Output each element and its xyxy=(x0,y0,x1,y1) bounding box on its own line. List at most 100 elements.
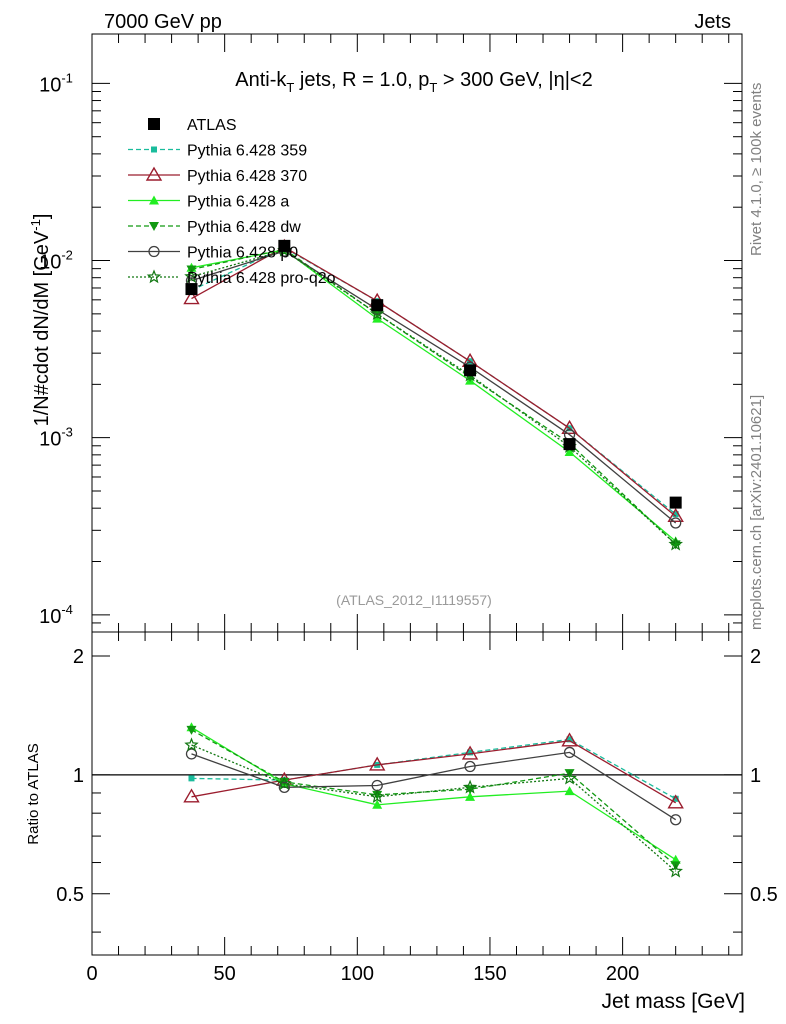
data-point-open-star xyxy=(277,776,292,790)
series-line xyxy=(191,744,677,872)
data-point-open-triangle xyxy=(461,745,479,760)
main-ytick-label: 10-1 xyxy=(39,70,73,96)
legend-label: Pythia 6.428 dw xyxy=(187,219,301,236)
data-point-open-circle xyxy=(148,245,160,258)
legend-item: Pythia 6.428 a xyxy=(128,194,289,211)
series-pythia-6-428-dw xyxy=(186,725,681,871)
series-line xyxy=(191,738,677,800)
data-point-square xyxy=(669,496,682,509)
data-point-square xyxy=(371,299,384,312)
rivet-version-label: Rivet 4.1.0, ≥ 100k events xyxy=(748,82,765,256)
data-point-triangle xyxy=(564,447,575,457)
series-line xyxy=(191,249,677,542)
data-point-square xyxy=(464,364,477,377)
series-pythia-6-428-a xyxy=(186,244,681,546)
title-sub-b: T xyxy=(429,80,437,95)
data-point-open-star xyxy=(462,779,478,794)
title-part-a: Anti-k xyxy=(235,69,287,91)
data-point-open-triangle xyxy=(667,507,684,522)
series-pythia-6-428-a xyxy=(186,722,681,864)
data-point-open-star xyxy=(146,269,162,284)
data-point-open-triangle xyxy=(561,419,578,434)
data-point-open-star xyxy=(562,770,577,785)
data-point-triangle xyxy=(149,195,159,205)
series-pythia-6-428-dw xyxy=(186,245,681,550)
series-line xyxy=(191,247,677,515)
data-point-triangle-down xyxy=(372,790,383,800)
title-part-c: > 300 GeV, |η|<2 xyxy=(437,69,592,91)
data-point-open-triangle xyxy=(183,290,200,305)
ytick-exponent: -3 xyxy=(61,425,73,440)
legend-label: Pythia 6.428 p0 xyxy=(187,245,298,262)
main-ylabel: 1/N#cdot dN/dM [GeV-1] xyxy=(28,214,53,427)
data-point-triangle xyxy=(564,786,575,796)
ytick-exponent: -2 xyxy=(61,248,73,263)
ratio-frame-box xyxy=(91,631,743,956)
data-point-open-star xyxy=(184,269,199,283)
ytick-exponent: -1 xyxy=(61,70,73,85)
legend-label: Pythia 6.428 a xyxy=(187,194,289,211)
data-point-small-square xyxy=(672,511,679,518)
series-pythia-6-428-pro-q2o xyxy=(184,737,683,878)
data-point-small-square xyxy=(566,736,573,743)
data-point-small-square xyxy=(467,749,474,756)
data-point-open-circle xyxy=(185,748,198,760)
ratio-ytick-label-right: 1 xyxy=(750,765,761,787)
data-point-small-square xyxy=(151,146,157,153)
data-point-square xyxy=(185,283,198,296)
ratio-ytick-label-left: 2 xyxy=(73,646,84,668)
data-point-triangle xyxy=(372,799,383,809)
series-line xyxy=(191,248,677,545)
title-part-b: jets, R = 1.0, p xyxy=(294,69,429,91)
ratio-axis-ticks: 0 50 100 150 200 2 2 1 1 0.5 0.5 xyxy=(56,632,778,985)
ytick-exponent: -4 xyxy=(61,602,73,617)
ytick-base: 10 xyxy=(39,606,61,628)
data-point-open-triangle xyxy=(145,166,163,181)
legend-item: Pythia 6.428 359 xyxy=(128,143,307,160)
legend-label: Pythia 6.428 370 xyxy=(187,168,307,185)
main-ytick-label: 10-4 xyxy=(39,602,73,628)
header-left: 7000 GeV pp xyxy=(104,11,222,33)
series-line xyxy=(191,751,677,821)
ratio-xtick-label: 150 xyxy=(473,963,506,985)
main-ylabel-base: 1/N#cdot dN/dM [GeV xyxy=(31,230,53,426)
ratio-series-layer xyxy=(183,722,684,878)
data-point-square xyxy=(148,118,160,130)
series-line xyxy=(191,250,677,524)
main-axis-ticks: 10-110-210-310-4 xyxy=(39,34,742,633)
data-point-open-triangle xyxy=(368,756,386,771)
data-point-open-circle xyxy=(670,517,682,529)
main-ytick-label: 10-2 xyxy=(39,248,73,274)
series-line xyxy=(191,246,677,517)
legend-item: Pythia 6.428 pro-q2o xyxy=(128,269,336,287)
series-pythia-6-428-pro-q2o xyxy=(184,242,683,551)
series-line xyxy=(191,740,677,804)
analysis-watermark: (ATLAS_2012_I1119557) xyxy=(336,592,492,608)
ratio-ytick-label-left: 1 xyxy=(73,765,84,787)
data-point-open-circle xyxy=(563,746,576,759)
ratio-ylabel: Ratio to ATLAS xyxy=(25,743,42,844)
ratio-ytick-label-left: 0.5 xyxy=(56,884,84,906)
legend-item: ATLAS xyxy=(148,117,237,134)
ratio-xtick-label: 100 xyxy=(341,963,374,985)
header-right: Jets xyxy=(694,11,731,33)
data-point-triangle xyxy=(465,791,476,801)
legend: ATLAS Pythia 6.428 359 Pythia 6.428 370 Pyt… xyxy=(128,117,336,287)
data-point-open-triangle xyxy=(561,732,578,747)
ratio-panel xyxy=(91,631,743,956)
ytick-base: 10 xyxy=(39,74,61,96)
data-point-small-square xyxy=(188,775,195,782)
title-sub-a: T xyxy=(286,80,294,95)
data-point-open-star xyxy=(369,306,385,321)
ytick-base: 10 xyxy=(39,429,61,451)
data-point-open-circle xyxy=(670,814,682,826)
series-line xyxy=(191,249,677,545)
data-point-square xyxy=(563,438,576,451)
series-pythia-6-428-p0 xyxy=(185,245,682,529)
legend-item: Pythia 6.428 p0 xyxy=(128,245,298,262)
ratio-xtick-label: 0 xyxy=(86,963,97,985)
main-ytick-label: 10-3 xyxy=(39,425,73,451)
main-series-layer xyxy=(183,238,684,551)
data-point-open-circle xyxy=(278,781,290,793)
